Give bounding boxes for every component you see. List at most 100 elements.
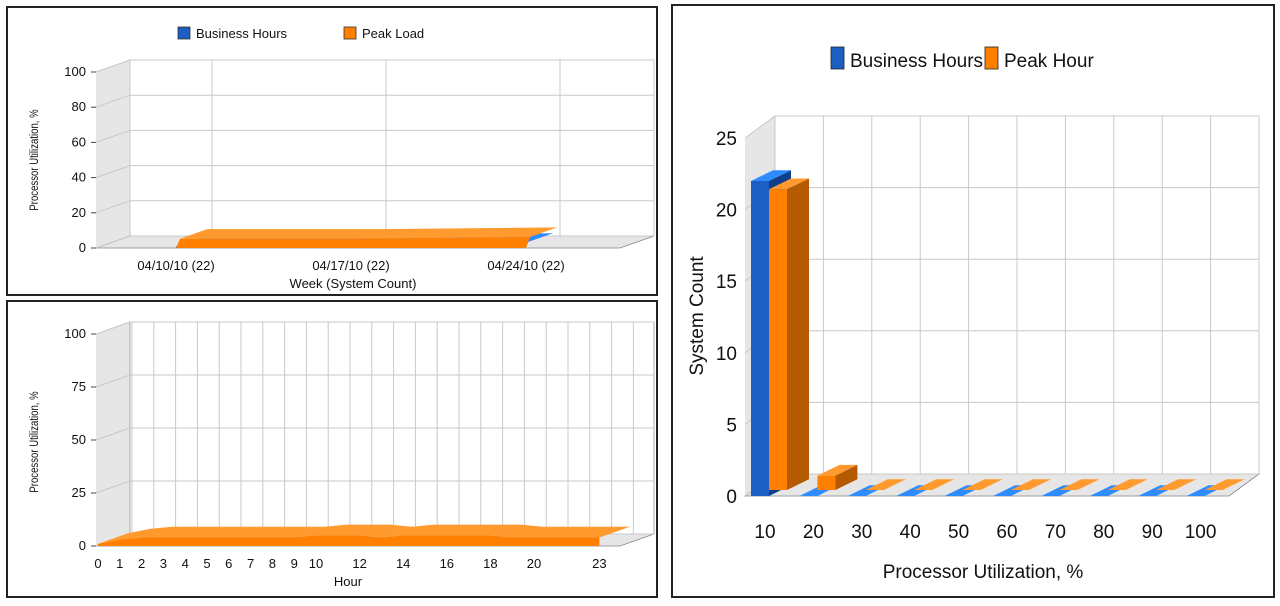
y-axis-label: Processor Utilization, % (28, 391, 41, 493)
y-tick-label: 75 (72, 379, 86, 394)
x-tick-label: 0 (94, 556, 101, 571)
x-tick-label: 10 (309, 556, 323, 571)
bar-top-30-s2 (865, 479, 906, 490)
x-tick-label: 3 (160, 556, 167, 571)
bar-side-70-s2 (1077, 479, 1100, 490)
legend-label-2: Peak Load (362, 26, 424, 41)
y-tick-label: 40 (72, 170, 86, 185)
y-axis-label: System Count (687, 256, 708, 376)
x-tick-label: 04/17/10 (22) (312, 258, 389, 273)
bar-top-40-s2 (914, 479, 955, 490)
area-top-series-1 (98, 524, 630, 544)
area-series-2 (176, 237, 530, 248)
y-tick-label: 50 (72, 432, 86, 447)
bar-top-100-s2 (1204, 479, 1245, 490)
x-tick-label: 12 (352, 556, 366, 571)
y-tick-label: 5 (726, 415, 737, 436)
x-tick-label: 10 (754, 522, 775, 543)
bar-side-70-s1 (1059, 485, 1082, 496)
wall-grid-line (95, 321, 131, 335)
wall-grid-line (95, 59, 131, 73)
x-tick-label: 60 (996, 522, 1017, 543)
legend-swatch-1 (830, 46, 845, 70)
x-tick-label: 2 (138, 556, 145, 571)
back-wall (129, 59, 655, 237)
wall-grid-line (744, 115, 776, 139)
wall-grid-line (95, 427, 131, 441)
bar-side-20-s2 (835, 464, 858, 490)
y-tick-label: 80 (72, 99, 86, 114)
y-tick-label: 0 (79, 240, 86, 255)
legend-label-2: Peak Hour (1004, 51, 1094, 72)
wall-grid-line (95, 129, 131, 143)
bar-side-20-s1 (817, 485, 840, 496)
x-tick-label: 04/10/10 (22) (137, 258, 214, 273)
bar-top-20-s2 (817, 464, 858, 476)
x-tick-label: 90 (1142, 522, 1163, 543)
y-tick-label: 60 (72, 134, 86, 149)
legend-label-1: Business Hours (196, 26, 288, 41)
y-tick-label: 100 (64, 64, 86, 79)
x-tick-label: 30 (851, 522, 872, 543)
wall-grid-line (95, 165, 131, 179)
wall-grid-line (95, 374, 131, 388)
x-tick-label: 18 (483, 556, 497, 571)
x-axis-label: Processor Utilization, % (883, 562, 1084, 583)
x-tick-label: 5 (203, 556, 210, 571)
hourly-utilization-panel: 0 25 50 75 100 0 1 2 3 4 5 6 7 8 9 10 12 14 16 18 20 23 Hour Pr… (6, 300, 658, 598)
bar-top-10-s2 (769, 178, 809, 190)
x-tick-label: 9 (291, 556, 298, 571)
y-tick-label: 25 (716, 129, 737, 150)
y-axis-label: Processor Utilization, % (28, 109, 41, 211)
x-tick-label: 14 (396, 556, 410, 571)
y-tick-label: 10 (716, 344, 737, 365)
x-tick-label: 7 (247, 556, 254, 571)
x-tick-label: 6 (225, 556, 232, 571)
y-tick-label: 20 (716, 201, 737, 222)
bar-top-70-s2 (1059, 479, 1100, 490)
x-tick-label: 100 (1185, 522, 1217, 543)
y-tick-label: 15 (716, 272, 737, 293)
x-tick-label: 50 (948, 522, 969, 543)
y-tick-label: 25 (72, 485, 86, 500)
x-tick-label: 16 (440, 556, 454, 571)
x-tick-label: 70 (1045, 522, 1066, 543)
utilization-distribution-chart: 0 5 10 15 20 25 10 20 30 40 50 60 70 80 90 100 Processor… (687, 46, 1261, 583)
x-tick-label: 23 (592, 556, 606, 571)
utilization-distribution-panel: 0 5 10 15 20 25 10 20 30 40 50 60 70 80 90 100 Processor… (671, 4, 1275, 598)
x-tick-label: 20 (527, 556, 541, 571)
bar-top-80-s2 (1107, 479, 1148, 490)
legend-label-1: Business Hours (850, 51, 983, 72)
legend-swatch-2 (343, 26, 357, 40)
x-tick-label: 80 (1093, 522, 1114, 543)
weekly-utilization-chart: 0 20 40 60 80 100 04/10/10 (22) 04/17/10 (22) 04… (28, 26, 655, 291)
legend-swatch-2 (984, 46, 999, 70)
weekly-utilization-panel: 0 20 40 60 80 100 04/10/10 (22) 04/17/10 (22) 04… (6, 6, 658, 296)
bar-top-90-s2 (1156, 479, 1197, 490)
y-tick-label: 0 (726, 487, 737, 508)
x-tick-label: 1 (116, 556, 123, 571)
x-tick-label: 40 (900, 522, 921, 543)
y-tick-label: 100 (64, 326, 86, 341)
area-series-1 (98, 535, 600, 546)
bar-side-10-s2 (787, 178, 809, 490)
bar-top-60-s2 (1011, 479, 1051, 490)
bar-front-20-s2 (817, 475, 836, 490)
left-wall (96, 60, 130, 248)
x-tick-label: 8 (269, 556, 276, 571)
x-tick-label: 04/24/10 (22) (487, 258, 564, 273)
bar-side-50-s2 (980, 479, 1003, 490)
area-top-series-2 (180, 227, 558, 239)
y-tick-label: 20 (72, 205, 86, 220)
bar-front-10-s2 (769, 189, 787, 490)
x-tick-label: 20 (803, 522, 824, 543)
x-tick-label: 4 (182, 556, 189, 571)
bar-front-10-s1 (751, 180, 769, 496)
x-axis-label: Week (System Count) (290, 276, 417, 291)
bar-top-10-s1 (751, 170, 791, 181)
wall-grid-line (95, 94, 131, 108)
x-axis-label: Hour (334, 574, 363, 589)
wall-grid-line (95, 480, 131, 494)
wall-grid-line (95, 200, 131, 214)
